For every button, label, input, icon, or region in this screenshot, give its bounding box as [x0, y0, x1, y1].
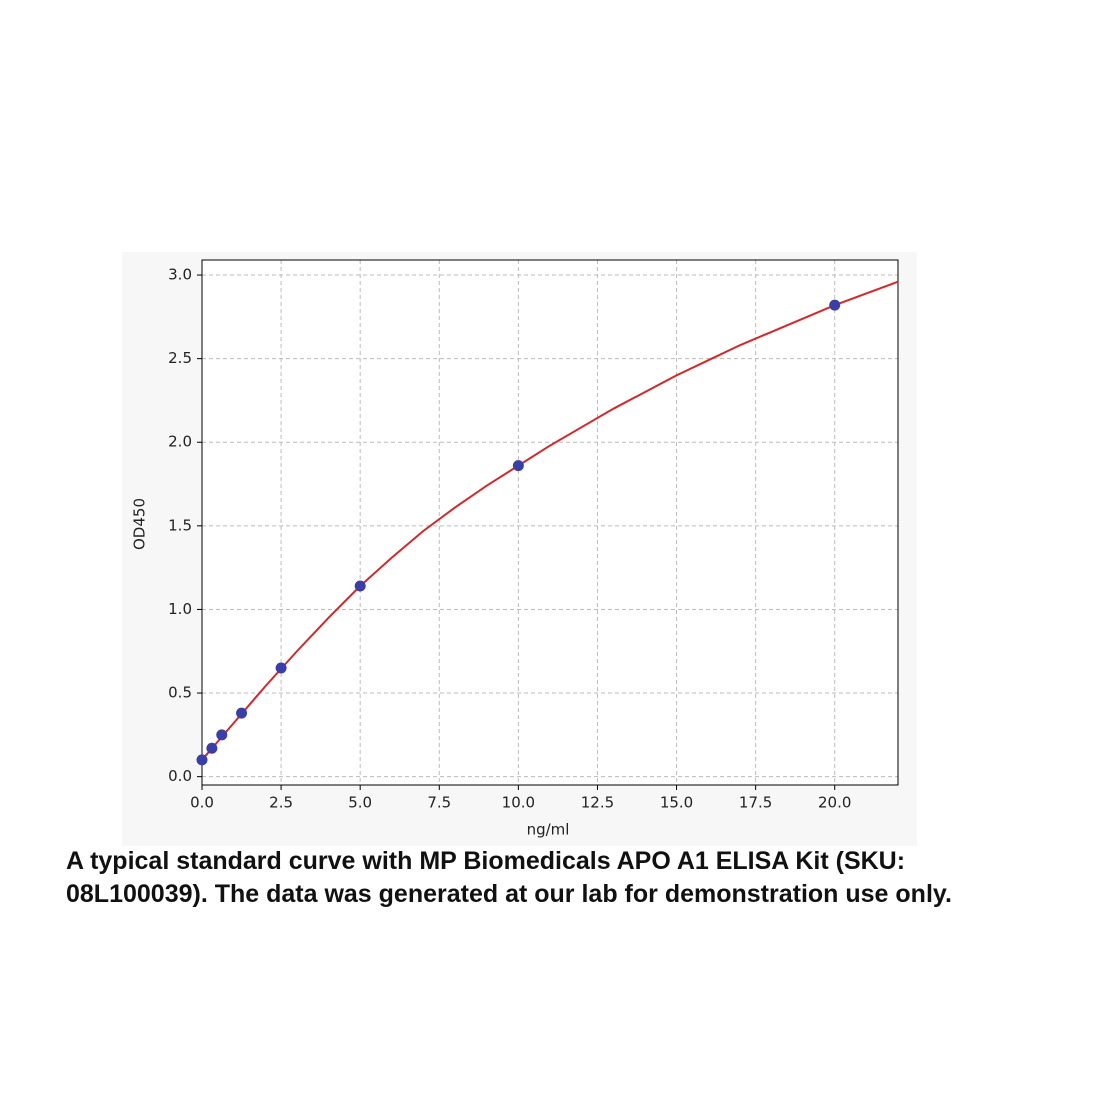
- x-tick-label: 17.5: [739, 794, 772, 812]
- x-tick-label: 7.5: [427, 794, 451, 812]
- y-tick-label: 0.0: [168, 767, 192, 785]
- plot-area: [202, 260, 898, 785]
- y-tick-label: 2.0: [168, 433, 192, 451]
- y-tick-label: 1.5: [168, 516, 192, 534]
- plot-frame: [201, 259, 899, 786]
- data-point: [216, 729, 228, 741]
- x-tick-label: 5.0: [348, 794, 372, 812]
- x-tick-label: 12.5: [581, 794, 614, 812]
- caption-line: 08L100039). The data was generated at ou…: [66, 880, 952, 908]
- x-tick-label: 15.0: [660, 794, 693, 812]
- x-tick-label: 20.0: [818, 794, 851, 812]
- x-axis-label: ng/ml: [527, 821, 570, 839]
- chart: ng/ml OD450 0.0 2.5 5.0 7.5 10.0 12.5 15.0 17.5…: [130, 259, 899, 839]
- y-axis-label: OD450: [131, 498, 149, 550]
- y-tick-label: 1.0: [168, 600, 192, 618]
- y-tick-label: 3.0: [168, 266, 192, 284]
- x-tick-label: 10.0: [502, 794, 535, 812]
- data-point: [236, 707, 248, 719]
- x-tick-label: 0.0: [190, 794, 214, 812]
- y-tick-label: 2.5: [168, 349, 192, 367]
- data-point: [512, 460, 524, 472]
- data-point: [196, 754, 208, 766]
- fit-curve: [201, 280, 899, 761]
- caption-line: A typical standard curve with MP Biomedi…: [66, 847, 906, 875]
- data-point: [206, 742, 218, 754]
- y-tick-label: 0.5: [168, 684, 192, 702]
- data-point: [829, 299, 841, 311]
- x-tick-label: 2.5: [269, 794, 293, 812]
- data-point: [354, 580, 366, 592]
- data-point: [275, 662, 287, 674]
